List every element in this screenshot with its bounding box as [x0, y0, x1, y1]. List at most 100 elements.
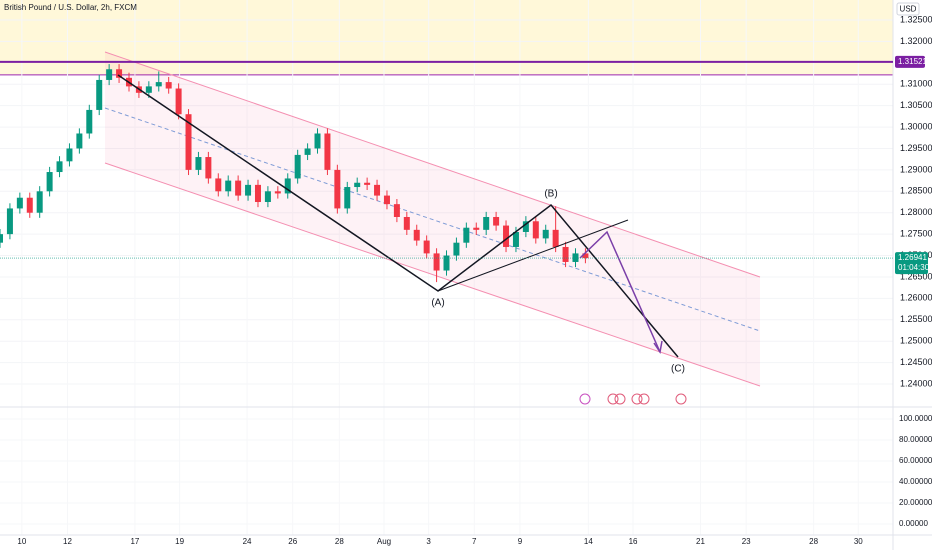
candle-body: [493, 216, 500, 226]
event-icon[interactable]: [675, 393, 687, 405]
indicator-tick-label: 100.00000: [899, 414, 932, 423]
candle-body: [205, 157, 212, 179]
candle-body: [354, 182, 361, 188]
wave-label: (B): [544, 189, 557, 200]
x-tick-label: Aug: [377, 537, 391, 546]
candle-body: [433, 253, 440, 271]
y-tick-label: 1.32000: [900, 36, 932, 46]
candle-body: [383, 195, 390, 205]
candle-body: [413, 229, 420, 241]
candle-body: [522, 221, 529, 232]
candle-body: [145, 86, 152, 93]
candle-body: [116, 69, 123, 78]
wave-label: (A): [431, 298, 444, 309]
event-icon[interactable]: [631, 393, 643, 405]
x-tick-label: 12: [63, 537, 72, 546]
indicator-tick-label: 0.00000: [899, 519, 928, 528]
y-tick-label: 1.26000: [900, 293, 932, 303]
price-tag-label: 1.31521: [898, 57, 927, 66]
event-icon[interactable]: [638, 393, 650, 405]
x-tick-label: 7: [472, 537, 477, 546]
x-tick-label: 24: [243, 537, 252, 546]
y-tick-label: 1.24000: [900, 378, 932, 388]
y-tick-label: 1.24500: [900, 357, 932, 367]
projection-line: [579, 230, 661, 353]
candle-body: [403, 216, 410, 230]
candle-body: [6, 208, 13, 235]
wave-label: (C): [671, 364, 685, 375]
y-tick-label: 1.26500: [900, 271, 932, 281]
indicator-tick-label: 60.00000: [899, 456, 932, 465]
indicator-tick-label: 80.00000: [899, 435, 932, 444]
price-tag-label: 1.26941: [898, 253, 927, 262]
candle-body: [364, 182, 371, 185]
candle-body: [86, 109, 93, 134]
candle-body: [294, 154, 301, 179]
currency-box[interactable]: [896, 2, 920, 16]
channel-top: [104, 51, 761, 278]
candle-body: [443, 255, 450, 271]
event-icon[interactable]: [614, 393, 626, 405]
x-tick-label: 14: [584, 537, 593, 546]
candle-body: [284, 178, 291, 194]
candle-body: [0, 234, 3, 243]
candle-body: [56, 161, 63, 173]
indicator-tick-label: 20.00000: [899, 498, 932, 507]
event-icon[interactable]: [607, 393, 619, 405]
x-tick-label: 3: [426, 537, 431, 546]
candle-body: [225, 180, 232, 192]
y-tick-label: 1.28000: [900, 207, 932, 217]
countdown: 01:04:30: [898, 263, 930, 272]
candle-body: [175, 88, 182, 115]
x-tick-label: 21: [696, 537, 705, 546]
candle-body: [26, 197, 33, 213]
candle-body: [254, 184, 261, 203]
channel-bottom: [104, 162, 761, 387]
x-tick-label: 19: [175, 537, 184, 546]
price-tag: [895, 55, 925, 68]
candle-body: [542, 229, 549, 239]
candle-body: [165, 82, 172, 89]
candle-body: [334, 169, 341, 209]
y-tick-label: 1.25000: [900, 336, 932, 346]
y-tick-label: 1.30000: [900, 121, 932, 131]
candle-body: [46, 172, 53, 192]
candle-body: [562, 246, 569, 262]
candle-body: [235, 180, 242, 196]
x-tick-label: 28: [809, 537, 818, 546]
x-tick-label: 26: [288, 537, 297, 546]
event-icon[interactable]: [579, 393, 591, 405]
candle-body: [453, 242, 460, 256]
y-tick-label: 1.32500: [900, 14, 932, 24]
candle-body: [463, 227, 470, 243]
candle-body: [344, 187, 351, 209]
chart-title: British Pound / U.S. Dollar, 2h, FXCM: [4, 3, 137, 12]
candle-body: [36, 191, 43, 213]
y-tick-label: 1.27500: [900, 229, 932, 239]
candle-body: [324, 133, 331, 170]
x-tick-label: 17: [130, 537, 139, 546]
candles-layer: [0, 64, 589, 283]
candle-body: [423, 240, 430, 254]
indicator-tick-label: 40.00000: [899, 477, 932, 486]
price-tag: [895, 252, 928, 275]
candle-body: [245, 184, 252, 196]
candle-body: [185, 114, 192, 170]
candle-body: [503, 225, 510, 247]
projection-arrow: [653, 340, 663, 354]
candle-body: [264, 191, 271, 203]
candle-body: [215, 178, 222, 192]
x-tick-label: 30: [854, 537, 863, 546]
candle-body: [16, 197, 23, 209]
candle-body: [314, 133, 321, 149]
candle-body: [304, 148, 311, 155]
candle-body: [552, 229, 559, 247]
x-tick-label: 16: [629, 537, 638, 546]
candle-body: [483, 216, 490, 230]
x-tick-label: 10: [17, 537, 26, 546]
candle-body: [532, 221, 539, 239]
y-tick-label: 1.31000: [900, 79, 932, 89]
channel-mid: [104, 107, 761, 332]
x-tick-label: 23: [742, 537, 751, 546]
